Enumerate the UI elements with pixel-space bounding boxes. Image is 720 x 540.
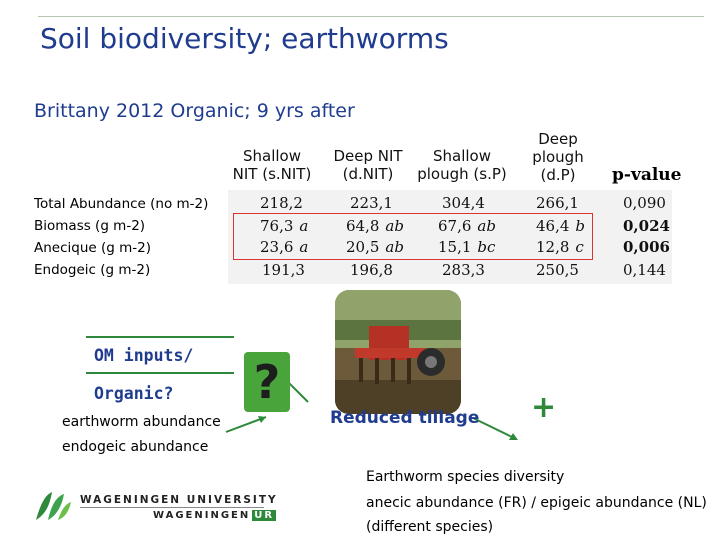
- table-cell: 304,4: [442, 194, 485, 212]
- significance-letter: b: [575, 217, 586, 235]
- table-cell: 283,3: [442, 261, 485, 279]
- significance-letter: a: [299, 217, 309, 235]
- different-species-text: (different species): [366, 519, 494, 535]
- row-label-total-abundance: Total Abundance (no m-2): [34, 196, 209, 212]
- table-values-background: [228, 190, 672, 284]
- table-cell: 191,3: [262, 261, 305, 279]
- column-header-line: plough (s.P): [417, 165, 507, 183]
- arrow-right-head: [509, 433, 518, 440]
- arrow-left-head: [258, 416, 266, 423]
- anecic-epigeic-text: anecic abundance (FR) / epigeic abundanc…: [366, 495, 707, 511]
- column-header-shallow-plough: Shallow plough (s.P): [412, 147, 512, 183]
- significance-letter: bc: [477, 238, 496, 256]
- pvalue-header: p-value: [612, 165, 682, 185]
- column-header-line: (d.NIT): [342, 165, 394, 183]
- logo-wageningen-word: WAGENINGEN: [153, 510, 251, 521]
- organic-label: Organic?: [94, 384, 174, 403]
- species-diversity-text: Earthworm species diversity: [366, 469, 565, 485]
- green-divider-top: [86, 336, 234, 338]
- column-header-line: Deep: [538, 130, 578, 148]
- row-label-biomass: Biomass (g m-2): [34, 218, 146, 234]
- pvalue-cell: 0,144: [623, 261, 666, 279]
- tillage-photo-drawing: [335, 290, 461, 414]
- top-divider-line: [38, 16, 704, 17]
- wageningen-logo-icon: [34, 490, 72, 522]
- column-header-line: NIT (s.NIT): [232, 165, 312, 183]
- table-cell: 23,6 a: [260, 238, 309, 256]
- slide-title: Soil biodiversity; earthworms: [40, 22, 449, 55]
- logo-ur-badge: UR: [252, 510, 277, 521]
- tillage-machine-photo: [335, 290, 461, 414]
- significance-letter: c: [575, 238, 584, 256]
- column-header-line: Shallow: [242, 147, 301, 165]
- question-mark-icon: ?: [253, 355, 281, 409]
- table-cell: 46,4 b: [536, 217, 586, 235]
- table-cell: 15,1 bc: [438, 238, 496, 256]
- arrow-left-line: [225, 416, 267, 433]
- column-header-shallow-nit: Shallow NIT (s.NIT): [226, 147, 318, 183]
- column-header-line: (d.P): [540, 166, 576, 184]
- table-cell: 250,5: [536, 261, 579, 279]
- table-cell: 20,5 ab: [346, 238, 404, 256]
- significance-letter: ab: [385, 217, 404, 235]
- significance-letter: ab: [477, 217, 496, 235]
- logo-university-text: WAGENINGEN UNIVERSITY: [80, 494, 278, 506]
- column-header-deep-plough: Deep plough (d.P): [520, 130, 596, 184]
- table-cell: 64,8 ab: [346, 217, 404, 235]
- plus-sign-icon: +: [531, 390, 557, 425]
- pvalue-cell: 0,090: [623, 194, 666, 212]
- table-cell: 12,8 c: [536, 238, 584, 256]
- table-cell: 218,2: [260, 194, 303, 212]
- row-label-anecique: Anecique (g m-2): [34, 240, 151, 256]
- column-header-deep-nit: Deep NIT (d.NIT): [326, 147, 410, 183]
- pvalue-cell: 0,006: [623, 238, 670, 256]
- row-label-endogeic: Endogeic (g m-2): [34, 262, 151, 278]
- arrow-right-line: [472, 417, 513, 438]
- significance-letter: a: [299, 238, 309, 256]
- column-header-line: plough: [532, 148, 584, 166]
- pvalue-cell: 0,024: [623, 217, 670, 235]
- table-cell: 223,1: [350, 194, 393, 212]
- column-header-line: Shallow: [432, 147, 491, 165]
- table-cell: 196,8: [350, 261, 393, 279]
- table-cell: 76,3 a: [260, 217, 309, 235]
- endogeic-abundance-text: endogeic abundance: [62, 439, 209, 455]
- earthworm-abundance-text: earthworm abundance: [62, 414, 221, 430]
- green-divider-middle: [86, 372, 234, 374]
- question-box: [244, 352, 290, 412]
- column-header-line: Deep NIT: [333, 147, 403, 165]
- table-cell: 266,1: [536, 194, 579, 212]
- significance-letter: ab: [385, 238, 404, 256]
- table-cell: 67,6 ab: [438, 217, 496, 235]
- significance-highlight-box: [233, 213, 593, 260]
- reduced-tillage-label: Reduced tillage: [330, 408, 480, 428]
- logo-ur-text: WAGENINGEN UR: [153, 510, 277, 521]
- om-inputs-label: OM inputs/: [94, 346, 194, 365]
- slide-subtitle: Brittany 2012 Organic; 9 yrs after: [34, 100, 355, 122]
- logo-divider: [80, 507, 264, 508]
